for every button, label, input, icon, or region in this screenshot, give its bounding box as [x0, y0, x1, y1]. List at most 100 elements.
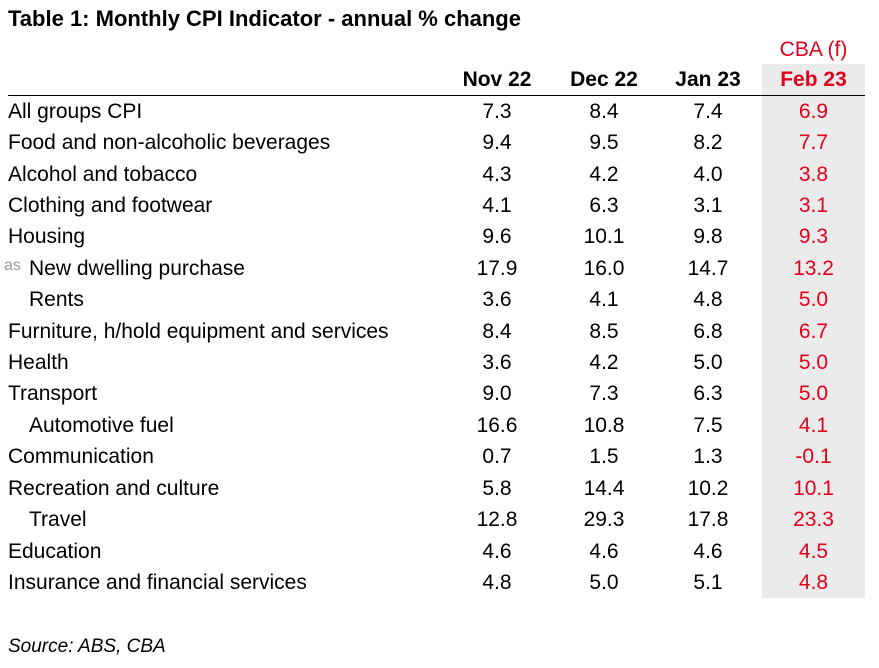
cell-value: 3.6 [482, 288, 512, 311]
source-note: Source: ABS, CBA [8, 636, 166, 657]
cell-value: 17.9 [476, 257, 518, 280]
row-label: All groups CPI [8, 100, 143, 123]
header-rule [8, 95, 865, 96]
cell-value: 8.5 [589, 320, 619, 343]
cell-value: 17.8 [687, 508, 729, 531]
row-label: Alcohol and tobacco [8, 163, 198, 186]
table-row: Transport 9.0 7.3 6.3 5.0 [0, 379, 879, 410]
cell-value: 14.7 [687, 257, 729, 280]
cell-value: 4.0 [693, 163, 723, 186]
cell-value: 5.8 [482, 477, 512, 500]
cell-value: 7.3 [589, 382, 619, 405]
cell-value: 6.3 [589, 194, 619, 217]
table-row: Insurance and financial services 4.8 5.0… [0, 568, 879, 599]
table-row: Travel 12.8 29.3 17.8 23.3 [0, 505, 879, 536]
cell-value: 4.3 [482, 163, 512, 186]
cell-value: 9.6 [482, 225, 512, 248]
cell-value: 5.0 [589, 571, 619, 594]
column-header-feb23: Feb 23 [780, 68, 847, 91]
column-header-nov22: Nov 22 [462, 68, 532, 91]
table-row: Housing 9.6 10.1 9.8 9.3 [0, 222, 879, 253]
cell-value: 5.0 [693, 351, 723, 374]
row-label: Communication [8, 445, 154, 468]
cell-value: 7.5 [693, 414, 723, 437]
forecast-cell-value: 7.7 [798, 131, 829, 154]
cell-value: 4.8 [482, 571, 512, 594]
forecast-cell-value: 5.0 [798, 351, 829, 374]
row-label: Transport [8, 382, 98, 405]
cell-value: 4.6 [693, 540, 723, 563]
cell-value: 9.4 [482, 131, 512, 154]
forecast-cell-value: 23.3 [793, 508, 834, 531]
forecast-cell-value: -0.1 [795, 445, 832, 468]
stray-prefix-text: as [4, 257, 21, 274]
cell-value: 9.0 [482, 382, 512, 405]
cell-value: 7.3 [482, 100, 512, 123]
cell-value: 1.3 [693, 445, 723, 468]
cell-value: 6.3 [693, 382, 723, 405]
cell-value: 4.2 [589, 163, 619, 186]
table-row: Education 4.6 4.6 4.6 4.5 [0, 537, 879, 568]
cell-value: 14.4 [583, 477, 625, 500]
table-row: Communication 0.7 1.5 1.3 -0.1 [0, 442, 879, 473]
forecast-cell-value: 4.8 [798, 571, 829, 594]
cell-value: 3.1 [693, 194, 723, 217]
cell-value: 4.6 [589, 540, 619, 563]
forecast-cell-value: 13.2 [793, 257, 834, 280]
cell-value: 16.0 [583, 257, 625, 280]
table-title: Table 1: Monthly CPI Indicator - annual … [8, 6, 521, 31]
row-label: Housing [8, 225, 86, 248]
forecast-cell-value: 5.0 [798, 382, 829, 405]
row-label: Clothing and footwear [8, 194, 213, 217]
table-row: Clothing and footwear 4.1 6.3 3.1 3.1 [0, 191, 879, 222]
column-header-dec22: Dec 22 [570, 68, 638, 91]
cell-value: 10.2 [687, 477, 729, 500]
forecast-cell-value: 3.1 [798, 194, 829, 217]
row-label: Recreation and culture [8, 477, 220, 500]
cell-value: 8.4 [589, 100, 619, 123]
cell-value: 6.8 [693, 320, 723, 343]
cell-value: 4.2 [589, 351, 619, 374]
forecast-column-background [762, 64, 865, 598]
table-row: Health 3.6 4.2 5.0 5.0 [0, 348, 879, 379]
cell-value: 3.6 [482, 351, 512, 374]
forecast-cell-value: 4.1 [798, 414, 829, 437]
forecast-cell-value: 3.8 [798, 163, 829, 186]
cell-value: 4.6 [482, 540, 512, 563]
row-label: New dwelling purchase [29, 257, 245, 280]
row-label: Education [8, 540, 102, 563]
cell-value: 4.1 [482, 194, 512, 217]
row-label: Rents [29, 288, 84, 311]
row-label: Insurance and financial services [8, 571, 307, 594]
cell-value: 4.1 [589, 288, 619, 311]
row-label: Health [8, 351, 69, 374]
column-header-jan23: Jan 23 [675, 68, 741, 91]
table-row: Automotive fuel 16.6 10.8 7.5 4.1 [0, 411, 879, 442]
forecast-label: CBA (f) [779, 38, 848, 61]
forecast-cell-value: 6.9 [798, 100, 829, 123]
table-row: Recreation and culture 5.8 14.4 10.2 10.… [0, 474, 879, 505]
row-label: Furniture, h/hold equipment and services [8, 320, 389, 343]
table-row: Rents 3.6 4.1 4.8 5.0 [0, 285, 879, 316]
forecast-cell-value: 5.0 [798, 288, 829, 311]
cell-value: 7.4 [693, 100, 723, 123]
table-row: Alcohol and tobacco 4.3 4.2 4.0 3.8 [0, 160, 879, 191]
cell-value: 8.2 [693, 131, 723, 154]
row-label: Travel [29, 508, 87, 531]
cell-value: 16.6 [476, 414, 518, 437]
cell-value: 1.5 [589, 445, 619, 468]
table-row: Furniture, h/hold equipment and services… [0, 317, 879, 348]
cell-value: 0.7 [482, 445, 512, 468]
cell-value: 9.8 [693, 225, 723, 248]
cell-value: 5.1 [693, 571, 723, 594]
cell-value: 29.3 [583, 508, 625, 531]
cell-value: 4.8 [693, 288, 723, 311]
row-label: Automotive fuel [29, 414, 174, 437]
cell-value: 12.8 [476, 508, 518, 531]
table-row: Food and non-alcoholic beverages 9.4 9.5… [0, 128, 879, 159]
forecast-cell-value: 9.3 [798, 225, 829, 248]
forecast-cell-value: 6.7 [798, 320, 829, 343]
forecast-cell-value: 10.1 [793, 477, 834, 500]
cell-value: 10.8 [583, 414, 625, 437]
forecast-cell-value: 4.5 [798, 540, 829, 563]
